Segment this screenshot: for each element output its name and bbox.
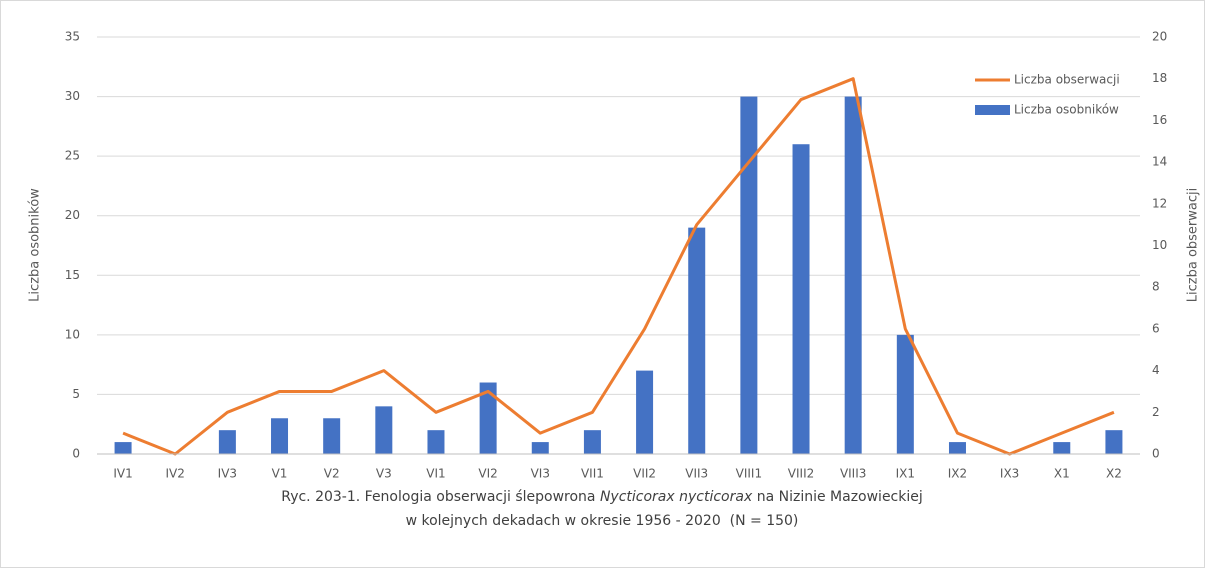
bar	[114, 442, 132, 454]
caption-part: na Nizinie Mazowieckiej	[752, 489, 923, 505]
x-tick-label: X1	[1054, 467, 1070, 481]
x-tick-label: VIII2	[788, 467, 814, 481]
y2-tick-label: 12	[1152, 196, 1167, 210]
caption-part: Ryc. 203-1. Fenologia obserwacji ślepowr…	[281, 489, 600, 505]
x-tick-label: IV2	[166, 467, 185, 481]
x-tick-label: V2	[324, 467, 340, 481]
bar	[479, 382, 497, 454]
y2-tick-label: 4	[1152, 363, 1160, 377]
x-tick-label: VI3	[531, 467, 550, 481]
caption-species: Nycticorax nycticorax	[600, 489, 753, 505]
bar	[323, 418, 341, 454]
y-tick-label: 0	[72, 447, 80, 461]
x-tick-label: VI2	[478, 467, 497, 481]
caption-line-2: w kolejnych dekadach w okresie 1956 - 20…	[406, 513, 799, 529]
y-tick-label: 10	[65, 327, 80, 341]
y-axis-label: Liczba osobników	[28, 188, 43, 302]
y2-tick-label: 10	[1152, 238, 1167, 252]
bar	[636, 370, 654, 454]
y-tick-label: 25	[65, 149, 80, 163]
x-tick-label: VII2	[633, 467, 656, 481]
x-tick-label: IX1	[896, 467, 915, 481]
bar	[1053, 442, 1071, 454]
x-tick-label: IX2	[948, 467, 967, 481]
bar	[844, 96, 862, 455]
x-tick-label: X2	[1106, 467, 1122, 481]
y-tick-label: 35	[65, 30, 80, 44]
bar	[792, 144, 810, 454]
bar	[531, 442, 549, 454]
bar	[583, 430, 601, 454]
x-tick-label: IV3	[218, 467, 237, 481]
bar	[218, 430, 236, 454]
x-tick-label: VII3	[685, 467, 708, 481]
bar	[896, 334, 914, 454]
y2-tick-label: 16	[1152, 113, 1167, 127]
x-tick-label: VIII3	[840, 467, 866, 481]
legend-label: Liczba obserwacji	[1014, 73, 1120, 87]
bar	[271, 418, 289, 454]
y-tick-label: 20	[65, 208, 80, 222]
y-tick-label: 5	[72, 387, 80, 401]
y2-tick-label: 14	[1152, 155, 1167, 169]
x-tick-label: V3	[376, 467, 392, 481]
bar	[740, 96, 758, 455]
x-tick-label: IV1	[113, 467, 132, 481]
x-tick-label: VIII1	[736, 467, 762, 481]
bar	[1105, 430, 1123, 454]
bar	[688, 227, 706, 454]
y2-tick-label: 0	[1152, 447, 1160, 461]
legend-label: Liczba osobników	[1014, 103, 1119, 117]
y2-axis-label: Liczba obserwacji	[1186, 188, 1201, 302]
y-tick-label: 30	[65, 89, 80, 103]
y2-tick-label: 2	[1152, 405, 1160, 419]
bar	[427, 430, 445, 454]
x-tick-label: VI1	[426, 467, 445, 481]
x-tick-label: V1	[272, 467, 288, 481]
legend-swatch	[975, 105, 1010, 115]
y2-tick-label: 18	[1152, 71, 1167, 85]
x-tick-label: VII1	[581, 467, 604, 481]
bar	[375, 406, 393, 454]
x-tick-label: IX3	[1000, 467, 1019, 481]
bar	[948, 442, 966, 454]
y2-tick-label: 20	[1152, 30, 1167, 44]
y2-tick-label: 6	[1152, 321, 1160, 335]
y2-tick-label: 8	[1152, 280, 1160, 294]
y-tick-label: 15	[65, 268, 80, 282]
caption-line-1: Ryc. 203-1. Fenologia obserwacji ślepowr…	[281, 489, 923, 505]
line	[122, 77, 1115, 456]
